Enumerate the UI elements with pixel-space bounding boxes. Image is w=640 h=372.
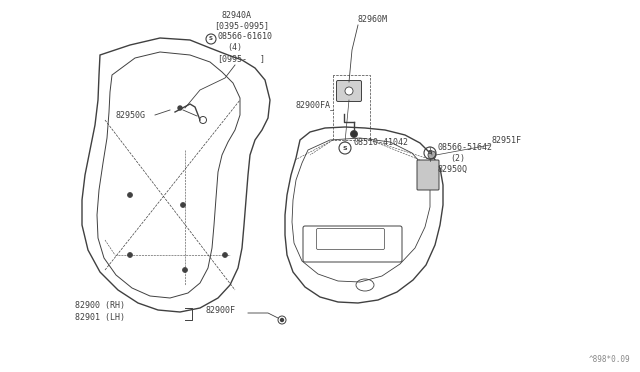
Circle shape [178, 106, 182, 110]
Text: (2): (2) [450, 154, 465, 163]
Circle shape [127, 192, 132, 198]
Circle shape [127, 253, 132, 257]
Text: S: S [209, 36, 213, 42]
Text: S: S [428, 151, 432, 155]
Text: ]: ] [260, 54, 265, 63]
Text: 82900FA: 82900FA [295, 101, 330, 110]
Circle shape [351, 131, 358, 138]
Text: 82940A: 82940A [222, 11, 252, 20]
Text: 82960M: 82960M [358, 15, 388, 24]
Circle shape [223, 253, 227, 257]
Text: [0395-0995]: [0395-0995] [214, 21, 269, 30]
Text: 82951F: 82951F [492, 136, 522, 145]
Circle shape [182, 267, 188, 273]
Circle shape [280, 318, 284, 321]
Text: S: S [342, 145, 348, 151]
Text: 82950G: 82950G [115, 110, 145, 119]
Text: (4): (4) [227, 43, 242, 52]
Text: 82900F: 82900F [205, 306, 235, 315]
Circle shape [428, 151, 436, 159]
FancyBboxPatch shape [417, 160, 439, 190]
Text: [0995-: [0995- [217, 54, 247, 63]
Text: 08566-61610: 08566-61610 [217, 32, 272, 41]
Circle shape [345, 87, 353, 95]
Text: ^898*0.09: ^898*0.09 [588, 355, 630, 364]
Text: 08566-51642: 08566-51642 [438, 143, 493, 152]
Text: 08510-41042: 08510-41042 [353, 138, 408, 147]
Text: 82900 (RH): 82900 (RH) [75, 301, 125, 310]
Circle shape [180, 202, 186, 208]
Text: 82950Q: 82950Q [438, 165, 468, 174]
FancyBboxPatch shape [337, 80, 362, 102]
Text: 82901 (LH): 82901 (LH) [75, 313, 125, 322]
